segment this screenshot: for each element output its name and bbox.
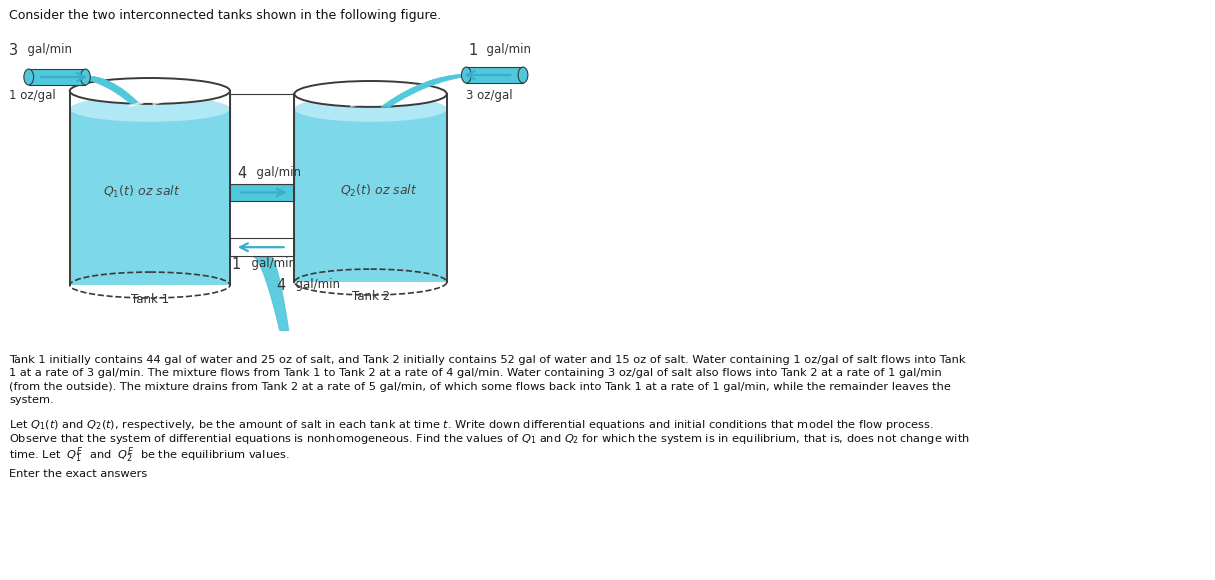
Text: 4: 4 xyxy=(276,278,286,293)
Bar xyxy=(294,109,447,282)
Polygon shape xyxy=(95,82,111,83)
Text: gal/min: gal/min xyxy=(479,43,531,56)
Text: Observe that the system of differential equations is nonhomogeneous. Find the va: Observe that the system of differential … xyxy=(10,432,970,446)
Polygon shape xyxy=(108,88,123,89)
Polygon shape xyxy=(388,100,400,103)
Text: 4: 4 xyxy=(238,166,247,180)
Ellipse shape xyxy=(80,69,90,85)
Polygon shape xyxy=(413,86,429,88)
Polygon shape xyxy=(129,102,140,104)
Polygon shape xyxy=(407,89,422,91)
Text: time. Let  $Q_1^E$  and  $Q_2^E$  be the equilibrium values.: time. Let $Q_1^E$ and $Q_2^E$ be the equ… xyxy=(10,445,289,465)
Text: $Q_2(t)$ oz salt: $Q_2(t)$ oz salt xyxy=(340,183,417,198)
Polygon shape xyxy=(401,93,414,95)
Polygon shape xyxy=(417,85,433,86)
Text: Enter the exact answers: Enter the exact answers xyxy=(10,469,147,478)
Text: Tank 1 initially contains 44 gal of water and 25 oz of salt, and Tank 2 initiall: Tank 1 initially contains 44 gal of wate… xyxy=(10,355,966,365)
Text: Tank 1: Tank 1 xyxy=(131,293,169,306)
Ellipse shape xyxy=(518,67,527,83)
Text: 3: 3 xyxy=(10,43,18,58)
Polygon shape xyxy=(403,91,418,93)
Text: gal/min: gal/min xyxy=(288,278,340,291)
Polygon shape xyxy=(425,81,443,82)
Polygon shape xyxy=(120,95,131,97)
Polygon shape xyxy=(435,78,453,79)
Text: Tank 2: Tank 2 xyxy=(351,290,390,303)
Text: Consider the two interconnected tanks shown in the following figure.: Consider the two interconnected tanks sh… xyxy=(10,9,441,23)
Text: gal/min: gal/min xyxy=(19,43,72,56)
Polygon shape xyxy=(409,88,425,89)
Polygon shape xyxy=(391,98,403,100)
Text: gal/min: gal/min xyxy=(249,166,301,179)
Bar xyxy=(29,69,85,85)
Polygon shape xyxy=(100,84,114,85)
Ellipse shape xyxy=(69,78,230,104)
Bar xyxy=(230,94,294,183)
Polygon shape xyxy=(87,79,106,80)
Text: 1 oz/gal: 1 oz/gal xyxy=(10,89,56,102)
Ellipse shape xyxy=(24,69,34,85)
Polygon shape xyxy=(384,103,396,104)
Polygon shape xyxy=(102,85,117,86)
Text: Let $Q_1(t)$ and $Q_2(t)$, respectively, be the amount of salt in each tank at t: Let $Q_1(t)$ and $Q_2(t)$, respectively,… xyxy=(10,418,934,432)
Text: (from the outside). The mixture drains from Tank 2 at a rate of 5 gal/min, of wh: (from the outside). The mixture drains f… xyxy=(10,382,951,392)
Polygon shape xyxy=(126,100,137,102)
Polygon shape xyxy=(397,95,411,96)
Text: gal/min: gal/min xyxy=(244,257,295,270)
Polygon shape xyxy=(111,89,124,90)
Polygon shape xyxy=(123,97,134,99)
Polygon shape xyxy=(118,93,130,95)
Polygon shape xyxy=(442,77,460,78)
Polygon shape xyxy=(104,86,119,87)
Polygon shape xyxy=(115,92,128,93)
Polygon shape xyxy=(97,83,113,84)
Text: 3 oz/gal: 3 oz/gal xyxy=(467,89,513,102)
Polygon shape xyxy=(124,99,135,100)
Polygon shape xyxy=(394,96,407,98)
Ellipse shape xyxy=(294,81,447,107)
Text: system.: system. xyxy=(10,395,53,405)
Polygon shape xyxy=(423,82,440,84)
Bar xyxy=(467,67,522,83)
Bar xyxy=(69,109,230,285)
Bar xyxy=(230,183,294,201)
Text: $Q_1(t)$ oz salt: $Q_1(t)$ oz salt xyxy=(103,184,181,200)
Text: 1: 1 xyxy=(232,257,241,272)
Ellipse shape xyxy=(462,67,471,83)
Text: 1 at a rate of 3 gal/min. The mixture flows from Tank 1 to Tank 2 at a rate of 4: 1 at a rate of 3 gal/min. The mixture fl… xyxy=(10,368,942,378)
Polygon shape xyxy=(113,90,126,92)
Polygon shape xyxy=(106,87,120,88)
Ellipse shape xyxy=(69,96,230,122)
Polygon shape xyxy=(419,84,436,85)
Bar xyxy=(230,238,294,256)
Polygon shape xyxy=(382,104,392,107)
Polygon shape xyxy=(92,81,109,82)
Polygon shape xyxy=(433,79,450,81)
Ellipse shape xyxy=(294,96,447,122)
Polygon shape xyxy=(90,80,107,81)
Text: 1: 1 xyxy=(468,43,477,58)
